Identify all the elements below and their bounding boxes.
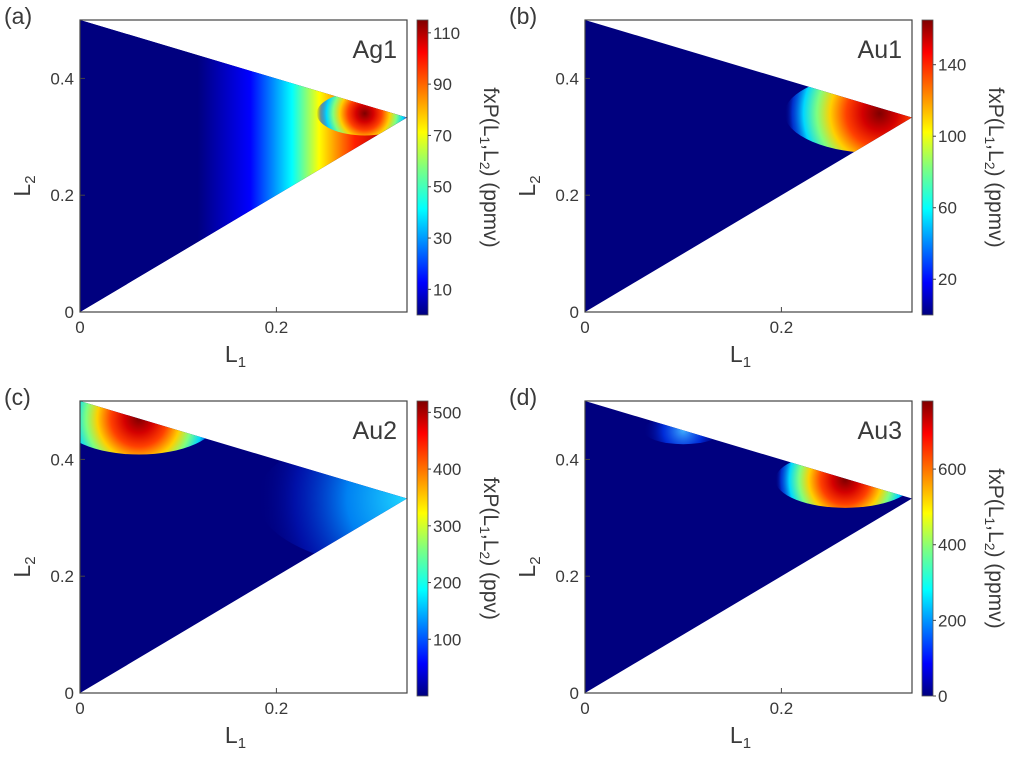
x-axis-label: L1: [225, 722, 246, 752]
y-tick-label: 0.4: [50, 69, 74, 88]
y-tick-label: 0: [570, 684, 579, 703]
plot-frame: [584, 19, 913, 313]
sample-name: Au2: [353, 417, 397, 445]
panel-b: 0 0.2 0 0.2 0.4 L1 L2 (b) Au1 20 60 100 140 fxP(L1,L2…: [505, 0, 1010, 381]
colorbar-tick-label: 200: [433, 574, 461, 593]
colorbar-tick-label: 20: [938, 270, 957, 289]
y-tick-label: 0.2: [555, 186, 579, 205]
panel-label: (d): [509, 384, 537, 410]
panel-b-svg: 0 0.2 0 0.2 0.4 L1 L2 (b) Au1 20 60 100 140 fxP(L1,L2…: [509, 3, 1007, 371]
sample-name: Ag1: [353, 36, 397, 64]
heatmap-domain: [585, 401, 912, 693]
plot-frame: [79, 400, 408, 694]
heatmap-domain: [80, 401, 407, 693]
y-tick-label: 0.4: [555, 450, 579, 469]
colorbar-tick-label: 100: [938, 127, 966, 146]
panel-c-svg: 0 0.2 0 0.2 0.4 L1 L2 (c) Au2 100 200 300 400 500 fxP(…: [4, 384, 502, 752]
y-tick-label: 0.4: [555, 69, 579, 88]
colorbar: [921, 400, 934, 697]
plot-frame: [584, 400, 913, 694]
x-tick-label: 0: [580, 318, 589, 337]
sample-name: Au3: [858, 417, 902, 445]
y-tick-label: 0.2: [50, 567, 74, 586]
x-tick-label: 0: [75, 318, 84, 337]
colorbar-tick-label: 110: [433, 24, 460, 43]
panel-label: (a): [4, 3, 32, 29]
x-axis-label: L1: [225, 341, 246, 371]
colorbar-tick-label: 200: [938, 611, 966, 630]
colorbar-tick-label: 60: [938, 199, 957, 218]
panel-c: 0 0.2 0 0.2 0.4 L1 L2 (c) Au2 100 200 300 400 500 fxP(…: [0, 381, 505, 762]
colorbar-tick-label: 10: [433, 280, 452, 299]
colorbar-label: fxP(L1,L2) (ppv): [477, 477, 502, 620]
colorbar-tick-label: 300: [433, 517, 461, 536]
x-tick-label: 0.2: [770, 318, 794, 337]
plot-frame: [79, 19, 408, 313]
colorbar-tick-label: 0: [938, 687, 947, 706]
colorbar-tick-label: 600: [938, 460, 966, 479]
x-tick-label: 0.2: [770, 699, 794, 718]
y-tick-label: 0: [65, 303, 74, 322]
y-axis-label: L2: [514, 175, 544, 196]
y-tick-label: 0.2: [555, 567, 579, 586]
panel-d-svg: 0 0.2 0 0.2 0.4 L1 L2 (d) Au3 0 200 400 600 fxP(L1,L2…: [509, 384, 1007, 752]
panel-a-svg: 0 0.2 0 0.2 0.4 L1 L2 (a) Ag1 10 30 50 70 90 110 fxP(L1…: [4, 3, 502, 371]
colorbar-tick-label: 30: [433, 229, 452, 248]
x-axis-label: L1: [730, 341, 751, 371]
colorbar: [921, 19, 934, 316]
y-tick-label: 0.4: [50, 450, 74, 469]
colorbar: [416, 19, 429, 316]
y-tick-label: 0: [570, 303, 579, 322]
x-tick-label: 0.2: [265, 699, 289, 718]
colorbar-label: fxP(L1,L2) (ppmv): [982, 87, 1007, 247]
panel-label: (c): [4, 384, 31, 410]
panel-d: 0 0.2 0 0.2 0.4 L1 L2 (d) Au3 0 200 400 600 fxP(L1,L2…: [505, 381, 1010, 762]
colorbar-label: fxP(L1,L2) (ppmv): [477, 87, 502, 247]
colorbar-tick-label: 100: [433, 630, 461, 649]
panel-label: (b): [509, 3, 537, 29]
y-tick-label: 0: [65, 684, 74, 703]
x-tick-label: 0: [580, 699, 589, 718]
x-tick-label: 0: [75, 699, 84, 718]
y-axis-label: L2: [9, 556, 39, 577]
heatmap-domain: [585, 20, 912, 312]
y-axis-label: L2: [9, 175, 39, 196]
colorbar-tick-label: 90: [433, 75, 452, 94]
x-axis-label: L1: [730, 722, 751, 752]
colorbar-tick-label: 500: [433, 403, 461, 422]
panel-a: 0 0.2 0 0.2 0.4 L1 L2 (a) Ag1 10 30 50 70 90 110 fxP(L1…: [0, 0, 505, 381]
colorbar: [416, 400, 429, 697]
colorbar-tick-label: 140: [938, 56, 966, 75]
colorbar-tick-label: 70: [433, 126, 452, 145]
x-tick-label: 0.2: [265, 318, 289, 337]
colorbar-label: fxP(L1,L2) (ppmv): [982, 468, 1007, 628]
colorbar-tick-label: 400: [433, 460, 461, 479]
colorbar-tick-label: 400: [938, 536, 966, 555]
y-tick-label: 0.2: [50, 186, 74, 205]
y-axis-label: L2: [514, 556, 544, 577]
colorbar-tick-label: 50: [433, 178, 452, 197]
sample-name: Au1: [858, 36, 902, 64]
